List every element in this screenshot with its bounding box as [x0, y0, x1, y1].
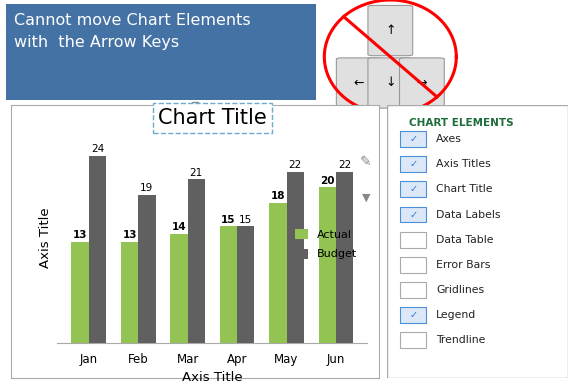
Text: 22: 22	[289, 160, 302, 170]
Text: Cannot move Chart Elements
with  the Arrow Keys: Cannot move Chart Elements with the Arro…	[14, 13, 251, 50]
Bar	[220, 226, 237, 343]
Text: 22: 22	[338, 160, 351, 170]
Text: 24: 24	[91, 144, 104, 154]
FancyBboxPatch shape	[400, 131, 426, 147]
Text: ✓: ✓	[409, 310, 417, 320]
Text: 18: 18	[270, 191, 285, 201]
Text: Data Labels: Data Labels	[436, 209, 501, 220]
FancyBboxPatch shape	[348, 111, 384, 142]
FancyBboxPatch shape	[387, 105, 568, 378]
Text: 20: 20	[320, 176, 335, 186]
Bar	[170, 234, 188, 343]
Text: ↑: ↑	[385, 24, 395, 37]
Bar	[188, 179, 205, 343]
Bar	[72, 242, 89, 343]
FancyBboxPatch shape	[400, 307, 426, 323]
Text: ✓: ✓	[409, 209, 417, 220]
Text: CHART ELEMENTS: CHART ELEMENTS	[409, 118, 514, 128]
Text: +: +	[358, 118, 373, 136]
FancyBboxPatch shape	[400, 58, 444, 108]
X-axis label: Axis Title: Axis Title	[182, 372, 243, 385]
Text: ✓: ✓	[409, 184, 417, 194]
Text: 21: 21	[189, 168, 203, 178]
FancyBboxPatch shape	[348, 182, 384, 213]
Text: Error Bars: Error Bars	[436, 260, 491, 270]
Text: Axes: Axes	[436, 134, 462, 144]
FancyBboxPatch shape	[400, 332, 426, 348]
Text: 19: 19	[140, 183, 153, 193]
Title: Chart Title: Chart Title	[158, 108, 267, 128]
FancyBboxPatch shape	[336, 58, 381, 108]
Text: 15: 15	[221, 215, 236, 225]
FancyBboxPatch shape	[348, 146, 384, 178]
Text: ✓: ✓	[409, 134, 417, 144]
Text: 13: 13	[73, 230, 87, 240]
Text: 13: 13	[122, 230, 137, 240]
Bar	[336, 172, 353, 343]
FancyBboxPatch shape	[400, 232, 426, 248]
Text: 14: 14	[172, 222, 187, 232]
Text: ✓: ✓	[409, 159, 417, 169]
Legend: Actual, Budget: Actual, Budget	[290, 225, 362, 264]
FancyBboxPatch shape	[400, 156, 426, 172]
Text: Data Table: Data Table	[436, 235, 494, 245]
Bar	[121, 242, 138, 343]
FancyBboxPatch shape	[400, 257, 426, 273]
Bar	[269, 203, 286, 343]
Bar	[237, 226, 254, 343]
Text: Trendline: Trendline	[436, 335, 486, 345]
FancyBboxPatch shape	[6, 4, 316, 101]
Text: Axis Titles: Axis Titles	[436, 159, 491, 169]
Bar	[138, 195, 156, 343]
Text: ↓: ↓	[385, 76, 395, 89]
FancyBboxPatch shape	[368, 58, 413, 108]
FancyBboxPatch shape	[400, 282, 426, 298]
Text: Gridlines: Gridlines	[436, 285, 484, 295]
Text: ▼: ▼	[362, 193, 370, 202]
Text: 15: 15	[239, 215, 253, 225]
Bar	[89, 156, 106, 343]
Bar	[286, 172, 304, 343]
Text: Legend: Legend	[436, 310, 476, 320]
FancyBboxPatch shape	[400, 207, 426, 222]
FancyBboxPatch shape	[400, 181, 426, 197]
FancyBboxPatch shape	[368, 5, 413, 56]
Bar	[319, 187, 336, 343]
Text: Chart Title: Chart Title	[436, 184, 492, 194]
Y-axis label: Axis Title: Axis Title	[39, 207, 52, 268]
Text: ✎: ✎	[360, 155, 371, 169]
Text: ←: ←	[354, 76, 364, 89]
Text: →: →	[417, 76, 427, 89]
